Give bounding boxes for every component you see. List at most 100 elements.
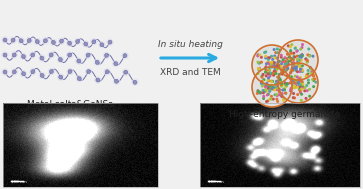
Circle shape [96,78,100,82]
Circle shape [305,84,308,87]
Circle shape [261,75,264,78]
Circle shape [276,47,279,50]
Circle shape [297,83,300,86]
Circle shape [299,81,302,84]
Circle shape [299,65,302,68]
Circle shape [285,85,288,88]
Circle shape [295,55,299,58]
Circle shape [289,60,292,63]
Circle shape [299,76,302,79]
Circle shape [262,91,265,94]
Circle shape [300,56,303,59]
Circle shape [271,87,274,90]
Circle shape [114,62,118,66]
Circle shape [312,79,315,82]
Circle shape [84,42,88,46]
Circle shape [258,68,261,71]
Circle shape [298,55,301,57]
Circle shape [282,60,285,63]
Circle shape [303,86,306,89]
Circle shape [268,66,271,69]
Circle shape [267,93,270,96]
Circle shape [306,72,310,75]
Circle shape [258,68,261,71]
Circle shape [306,60,309,63]
Circle shape [294,46,297,49]
Circle shape [267,86,270,89]
Circle shape [278,63,318,103]
Circle shape [297,60,300,63]
Circle shape [294,68,297,71]
Circle shape [277,76,280,79]
Circle shape [278,77,281,80]
Circle shape [277,80,280,83]
Circle shape [299,89,302,92]
Circle shape [295,66,298,69]
Circle shape [290,43,293,46]
Text: 100 nm: 100 nm [11,180,27,184]
Circle shape [299,88,302,91]
Circle shape [77,59,81,63]
Circle shape [281,60,284,63]
Circle shape [307,81,310,84]
Circle shape [266,56,269,59]
Circle shape [105,70,109,74]
Bar [3,103,158,187]
Circle shape [40,56,44,60]
Circle shape [307,79,310,82]
Circle shape [266,61,269,64]
Circle shape [306,61,309,64]
Circle shape [271,58,274,61]
Circle shape [257,67,260,70]
Circle shape [301,83,305,86]
Circle shape [274,82,277,85]
Circle shape [276,65,279,68]
Circle shape [280,95,284,98]
Circle shape [283,88,286,91]
Circle shape [260,76,264,79]
Circle shape [309,66,312,69]
Circle shape [289,68,293,71]
Circle shape [273,62,276,65]
Circle shape [270,64,273,67]
Circle shape [300,99,303,102]
Circle shape [298,59,301,62]
Circle shape [291,52,294,55]
Circle shape [271,63,274,66]
Circle shape [264,71,267,74]
Circle shape [289,81,291,84]
Circle shape [266,99,269,102]
Circle shape [105,53,109,57]
Circle shape [294,75,297,78]
Circle shape [272,72,274,75]
Circle shape [273,65,276,67]
Circle shape [296,70,299,73]
Circle shape [291,85,294,88]
Circle shape [266,69,269,72]
Circle shape [313,77,316,80]
Circle shape [264,67,267,70]
Circle shape [298,83,301,86]
Circle shape [49,53,53,57]
Circle shape [273,88,276,91]
Circle shape [276,98,278,101]
Circle shape [286,67,289,70]
Circle shape [270,80,273,83]
Circle shape [284,81,287,84]
Circle shape [262,78,265,81]
Circle shape [294,84,297,87]
Circle shape [272,74,275,77]
Circle shape [278,49,282,52]
Circle shape [256,61,260,64]
Circle shape [294,68,297,71]
Circle shape [306,89,309,92]
Circle shape [298,70,302,73]
Circle shape [273,67,276,70]
Circle shape [292,80,295,83]
Circle shape [283,70,286,73]
Circle shape [299,82,302,84]
Circle shape [258,53,261,57]
Circle shape [287,44,290,47]
Circle shape [266,79,270,82]
Circle shape [40,74,44,77]
